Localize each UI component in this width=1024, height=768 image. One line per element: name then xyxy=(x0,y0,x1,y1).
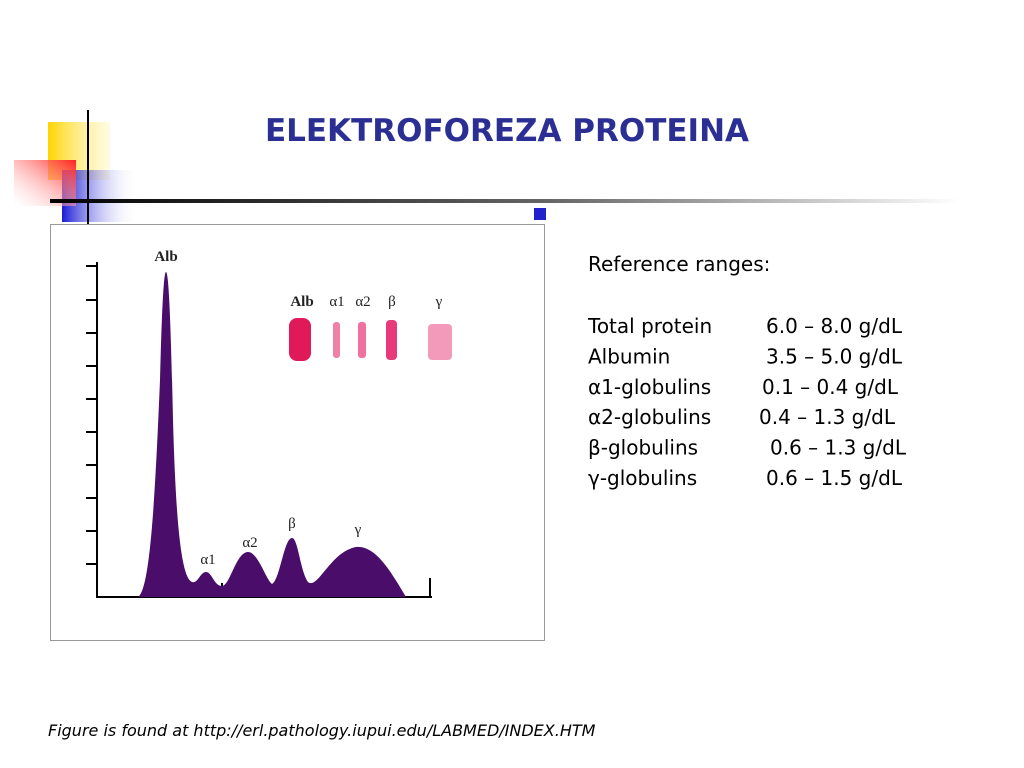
reference-range: 0.6 – 1.5 g/dL xyxy=(766,466,903,490)
deco-square xyxy=(534,208,546,220)
reference-name: β-globulins xyxy=(588,436,698,460)
reference-name: Albumin xyxy=(588,344,670,368)
peak-label: α1 xyxy=(200,552,215,568)
reference-name: α1-globulins xyxy=(588,375,711,399)
band-a2 xyxy=(358,322,366,358)
protein-curve xyxy=(138,272,406,597)
band-label: α2 xyxy=(355,294,370,310)
peak-label: Alb xyxy=(154,249,177,265)
reference-range: 3.5 – 5.0 g/dL xyxy=(766,344,903,368)
electrophoresis-figure: Alb α1 α2 β γ Alb α1 α2 β γ xyxy=(50,224,545,641)
peak-label: α2 xyxy=(242,535,257,551)
reference-range: 0.1 – 0.4 g/dL xyxy=(762,375,899,399)
reference-name: γ-globulins xyxy=(588,466,697,490)
deco-hline xyxy=(50,199,960,203)
band-beta xyxy=(386,320,397,360)
reference-range: 0.4 – 1.3 g/dL xyxy=(759,405,896,429)
peak-label: γ xyxy=(354,522,362,538)
reference-heading: Reference ranges: xyxy=(588,252,770,276)
band-gamma xyxy=(428,324,452,360)
band-label: Alb xyxy=(290,294,313,310)
band-label: β xyxy=(388,294,396,310)
reference-ranges: Reference ranges: Total protein 6.0 – 8.0… xyxy=(587,252,907,490)
band-label: α1 xyxy=(329,294,344,310)
band-alb xyxy=(289,318,311,361)
footer-note: Figure is found at http://erl.pathology.… xyxy=(48,721,596,740)
deco-red xyxy=(14,160,76,206)
reference-name: Total protein xyxy=(587,314,712,338)
reference-range: 6.0 – 8.0 g/dL xyxy=(766,314,903,338)
peak-label: β xyxy=(288,516,296,532)
band-a1 xyxy=(333,322,340,358)
reference-range: 0.6 – 1.3 g/dL xyxy=(770,436,907,460)
band-label: γ xyxy=(435,294,443,310)
reference-name: α2-globulins xyxy=(588,405,711,429)
slide-title: ELEKTROFOREZA PROTEINA xyxy=(265,113,749,149)
